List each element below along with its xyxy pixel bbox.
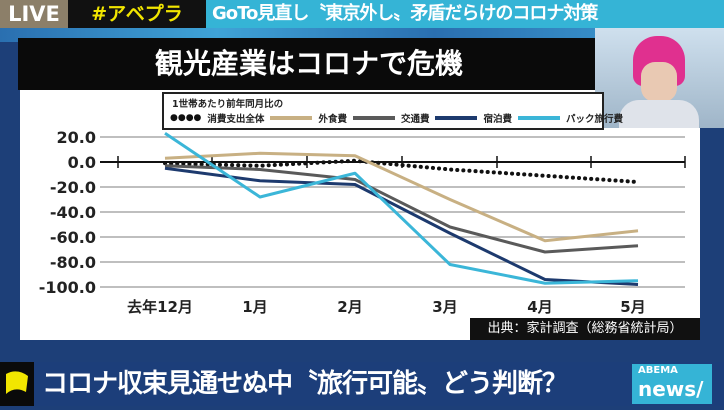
abema-news-logo: ABEMA news/ xyxy=(632,364,712,404)
legend-label: 消費支出全体 xyxy=(207,111,264,125)
legend-label: パック旅行費 xyxy=(566,111,623,125)
flag-icon xyxy=(0,362,34,406)
logo-top: ABEMA xyxy=(638,364,712,378)
y-tick-label: 0.0 xyxy=(68,153,96,172)
y-tick-label: -20.0 xyxy=(50,178,96,197)
x-tick-label: 5月 xyxy=(620,298,645,316)
chart-legend: 1世帯あたり前年同月比の ●●●●消費支出全体外食費交通費宿泊費パック旅行費 xyxy=(162,92,604,130)
legend-caption: 1世帯あたり前年同月比の xyxy=(172,96,283,110)
person-shirt xyxy=(619,100,699,128)
series-line-3 xyxy=(165,168,638,284)
logo-bottom: news/ xyxy=(638,378,712,400)
legend-label: 宿泊費 xyxy=(483,111,512,125)
x-tick-label: 3月 xyxy=(432,298,457,316)
legend-swatch xyxy=(518,116,560,120)
legend-swatch xyxy=(353,116,395,120)
x-tick-label: 去年12月 xyxy=(127,298,193,316)
y-tick-label: -80.0 xyxy=(50,253,96,272)
y-tick-label: -60.0 xyxy=(50,228,96,247)
y-tick-label: 20.0 xyxy=(57,128,96,147)
x-tick-label: 4月 xyxy=(527,298,552,316)
y-tick-label: -40.0 xyxy=(50,203,96,222)
y-tick-label: -100.0 xyxy=(39,278,96,297)
source-note: 出典：家計調査（総務省統計局） xyxy=(470,318,700,340)
legend-swatch xyxy=(270,116,312,120)
person-face xyxy=(641,62,677,102)
legend-label: 外食費 xyxy=(318,111,347,125)
legend-label: 交通費 xyxy=(401,111,430,125)
flag-box xyxy=(0,362,34,406)
bottom-caption: コロナ収束見通せぬ中〝旅行可能〟どう判断？ xyxy=(42,362,567,406)
legend-swatch: ●●●● xyxy=(170,113,201,123)
x-tick-label: 2月 xyxy=(337,298,362,316)
x-tick-label: 1月 xyxy=(242,298,267,316)
panel-title: 観光産業はコロナで危機 xyxy=(18,38,600,90)
legend-swatch xyxy=(435,116,477,120)
